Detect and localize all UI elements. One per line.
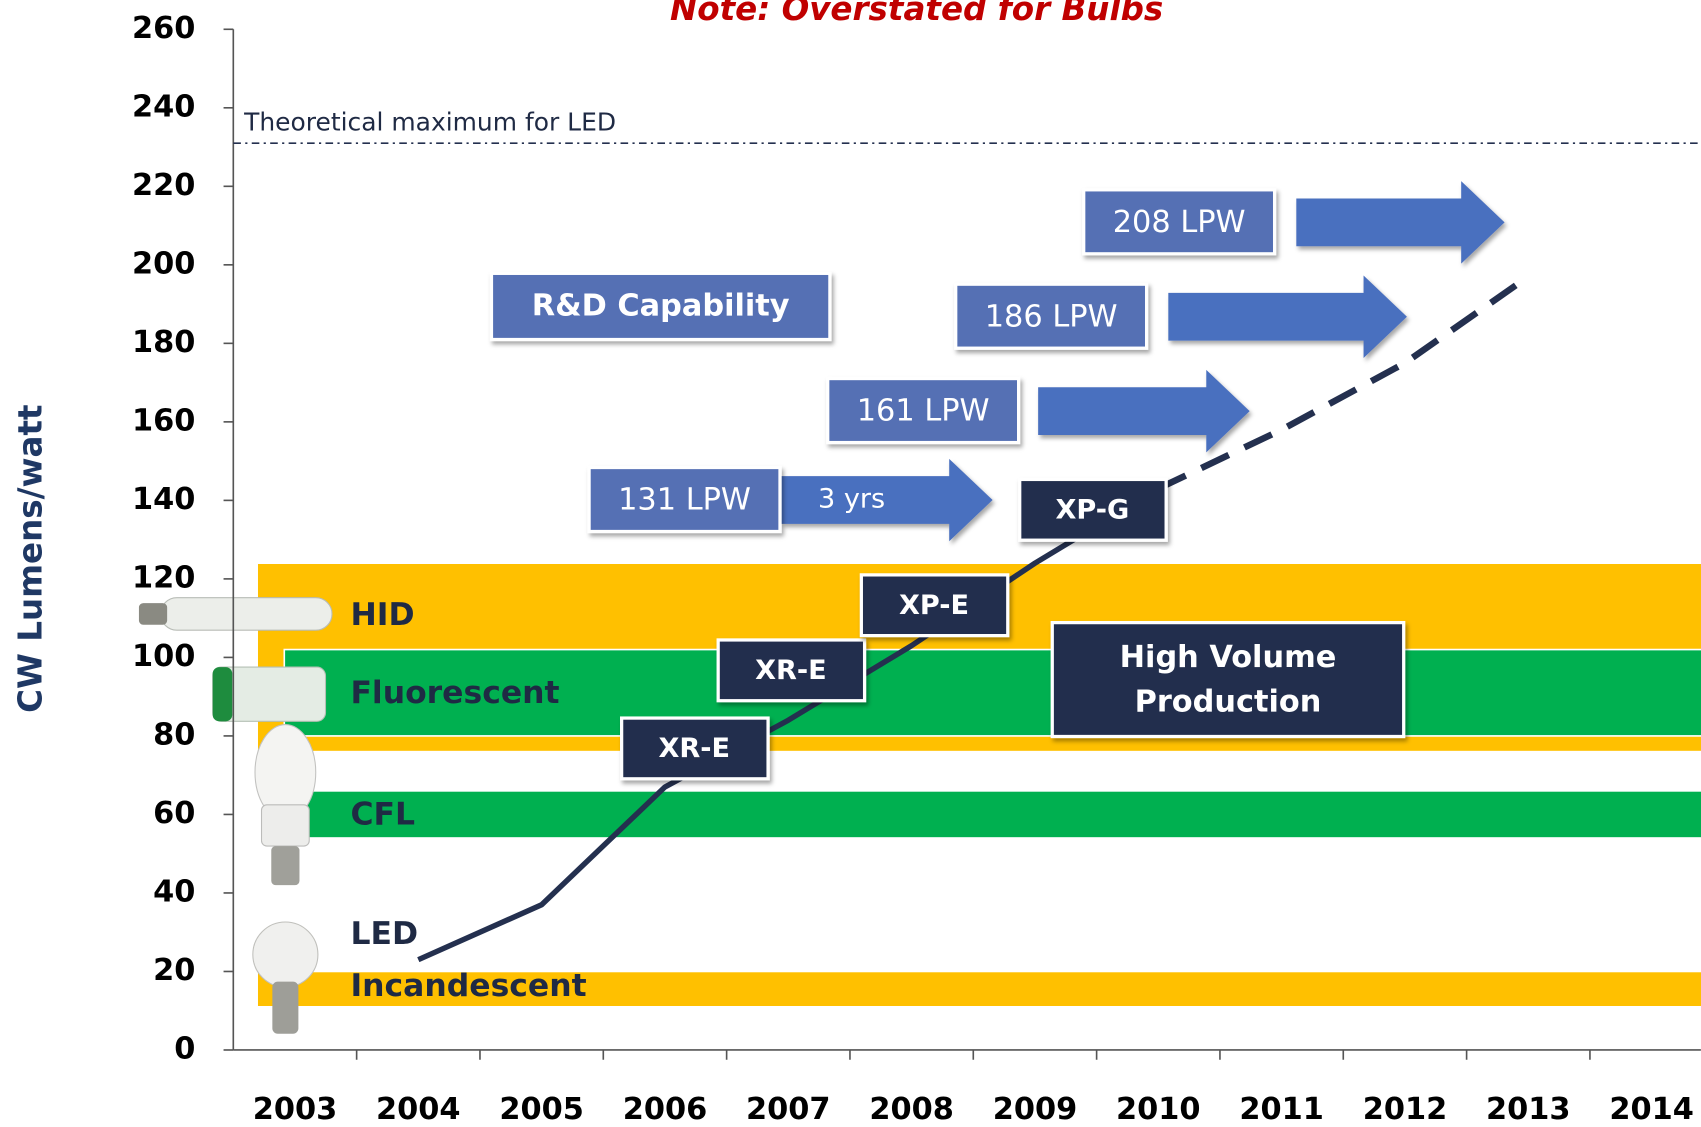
x-tick-label: 2004 [376, 1092, 461, 1127]
lpw-label: 208 LPW [1113, 205, 1246, 240]
lpw-label: 161 LPW [857, 394, 990, 429]
y-tick-label: 20 [153, 953, 195, 988]
x-tick-label: 2010 [1116, 1092, 1201, 1127]
hid-bulb [161, 598, 332, 631]
arrow [1296, 181, 1504, 263]
gap-label: 3 yrs [818, 484, 885, 515]
y-axis-label: CW Lumens/watt [12, 404, 50, 712]
x-tick-label: 2013 [1486, 1092, 1571, 1127]
y-tick-label: 140 [132, 482, 195, 517]
led-label: LED [350, 916, 418, 952]
product-label: XP-E [899, 590, 969, 621]
x-tick-label: 2003 [253, 1092, 338, 1127]
x-tick-label: 2008 [869, 1092, 954, 1127]
annotations: HID Fluorescent CFL Incandescent LED Theoreti… [243, 108, 1504, 1004]
y-tick-label: 100 [132, 639, 195, 674]
arrow [1038, 370, 1250, 452]
chart: Note: Overstated for Bulbs CW Lumens/wat… [0, 0, 1701, 1127]
y-tick-label: 160 [132, 403, 195, 438]
y-tick-label: 240 [132, 89, 195, 124]
y-tick-label: 220 [132, 168, 195, 203]
band-label: Fluorescent [350, 675, 559, 711]
y-tick-label: 200 [132, 246, 195, 281]
chart-title: Note: Overstated for Bulbs [670, 0, 1163, 28]
y-tick-label: 40 [153, 874, 195, 909]
band-label: CFL [350, 797, 415, 833]
page: {"chart_data": { "type": "line", "title"… [0, 0, 1701, 1127]
product-label: XR-E [755, 655, 827, 686]
y-tick-label: 0 [174, 1031, 195, 1066]
y-tick-label: 60 [153, 796, 195, 831]
y-tick-label: 180 [132, 325, 195, 360]
y-tick-label: 80 [153, 717, 195, 752]
reference-label: Theoretical maximum for LED [243, 108, 616, 137]
arrow [1168, 276, 1407, 358]
cfl-base [271, 846, 299, 885]
y-tick-label: 260 [132, 11, 195, 46]
band-label: HID [350, 597, 414, 633]
lpw-label: 186 LPW [985, 299, 1118, 334]
product-label: XP-G [1055, 494, 1129, 525]
cfl-body [262, 805, 310, 846]
x-tick-label: 2009 [993, 1092, 1078, 1127]
fluorescent-cap [213, 667, 233, 721]
x-tick-label: 2014 [1609, 1092, 1694, 1127]
x-tick-label: 2005 [499, 1092, 584, 1127]
band [298, 791, 1701, 838]
volume-label: High Volume [1120, 640, 1337, 675]
arrow [781, 459, 993, 541]
x-tick-label: 2011 [1239, 1092, 1324, 1127]
band-label: Incandescent [350, 968, 586, 1004]
x-tick-label: 2007 [746, 1092, 831, 1127]
x-tick-label: 2012 [1363, 1092, 1448, 1127]
incandescent-globe [253, 922, 318, 987]
hid-base [139, 603, 167, 625]
incandescent-base [272, 982, 298, 1034]
lpw-label: 131 LPW [618, 483, 751, 518]
x-tick-label: 2006 [623, 1092, 708, 1127]
product-label: XR-E [659, 733, 731, 764]
rd-label: R&D Capability [532, 288, 790, 323]
volume-label: Production [1135, 684, 1322, 719]
y-tick-label: 120 [132, 560, 195, 595]
